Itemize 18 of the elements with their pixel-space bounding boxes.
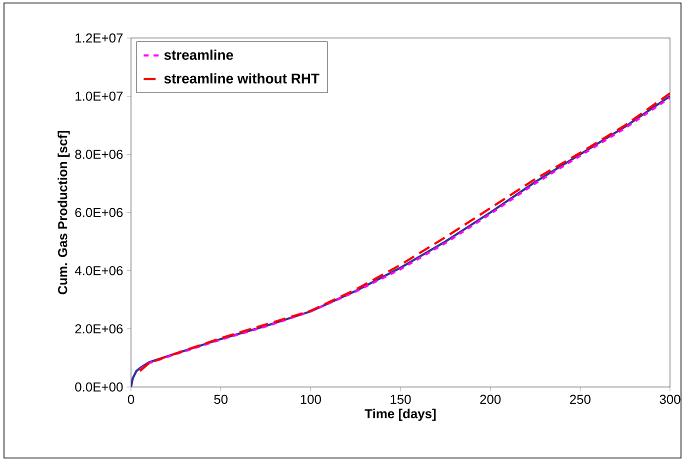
x-tick-label: 50	[214, 394, 228, 404]
y-tick-label: 0.0E+00	[75, 382, 123, 392]
x-tick-label: 250	[570, 394, 590, 404]
y-tick-label: 2.0E+06	[75, 324, 123, 334]
x-tick-label: 100	[300, 394, 321, 404]
y-tick-label: 1.2E+07	[76, 33, 123, 43]
y-axis-title: Cum. Gas Production [scf]	[58, 130, 70, 294]
legend-label: streamline	[164, 50, 234, 60]
x-tick-label: 200	[480, 394, 501, 404]
x-tick-label: 0	[128, 394, 134, 404]
y-tick-label: 8.0E+06	[75, 150, 123, 159]
y-tick-label: 6.0E+06	[75, 208, 123, 218]
x-axis-title: Time [days]	[364, 408, 436, 421]
x-tick-label: 300	[660, 394, 680, 404]
x-tick-label: 150	[390, 394, 411, 404]
y-tick-label: 4.0E+06	[74, 266, 123, 276]
y-tick-label: 1.0E+07	[76, 92, 123, 101]
legend-label: streamline without RHT	[164, 73, 320, 84]
